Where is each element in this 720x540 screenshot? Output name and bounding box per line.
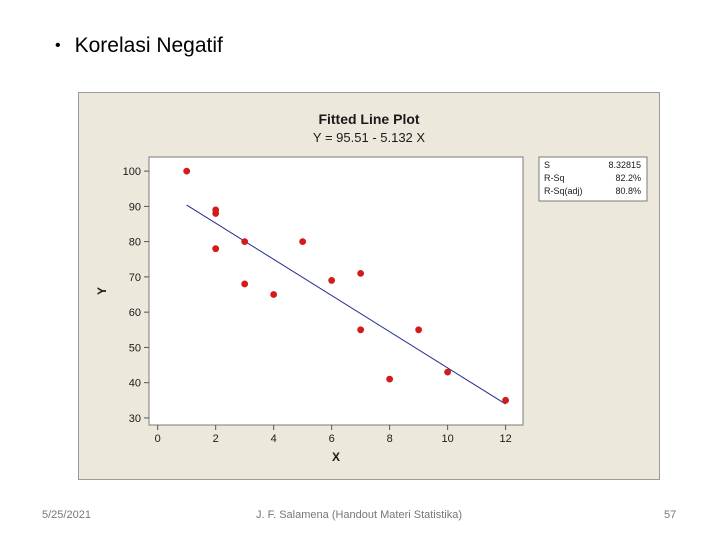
footer-date: 5/25/2021 (42, 509, 91, 521)
fitted-line-chart: Fitted Line Plot Y = 95.51 - 5.132 X 30 4… (95, 111, 648, 464)
x-tick-label: 12 (499, 433, 511, 445)
footer-page-number: 57 (664, 509, 677, 521)
stats-rows: S 8.32815 R-Sq 82.2% R-Sq(adj) 80.8% (544, 160, 641, 196)
x-tick-label: 6 (329, 433, 335, 445)
data-point (241, 238, 249, 246)
y-tick-label: 50 (129, 342, 141, 354)
stats-label: R-Sq (544, 173, 565, 183)
fitted-regression-line (186, 204, 506, 405)
stats-label: S (544, 160, 550, 170)
x-tick-label: 8 (387, 433, 393, 445)
y-tick-label: 100 (123, 166, 141, 178)
data-point (444, 368, 452, 376)
x-tick-label: 10 (441, 433, 453, 445)
y-tick-label: 30 (129, 413, 141, 425)
y-axis-label: Y (95, 287, 109, 295)
y-tick-label: 90 (129, 201, 141, 213)
data-points (183, 167, 510, 404)
data-point (270, 291, 278, 298)
bullet-marker: • (55, 37, 61, 54)
stats-value: 82.2% (615, 173, 641, 183)
x-tick-label: 4 (271, 433, 277, 445)
stats-value: 80.8% (615, 186, 641, 196)
data-point (415, 326, 423, 334)
chart-subtitle: Y = 95.51 - 5.132 X (313, 130, 425, 145)
footer-text: J. F. Salamena (Handout Materi Statistik… (256, 509, 463, 521)
chart-title: Fitted Line Plot (318, 111, 419, 127)
chart-frame: Fitted Line Plot Y = 95.51 - 5.132 X 30 4… (78, 92, 660, 480)
data-point (183, 167, 191, 175)
stats-label: R-Sq(adj) (544, 186, 583, 196)
data-point (299, 238, 307, 246)
data-point (386, 375, 394, 383)
y-tick-label: 70 (129, 272, 141, 284)
data-point (357, 326, 365, 334)
x-axis: 0 2 4 6 8 10 12 (155, 425, 512, 445)
stats-value: 8.32815 (608, 160, 641, 170)
slide-title: • Korelasi Negatif (55, 34, 223, 58)
y-tick-label: 60 (129, 307, 141, 319)
stats-box (538, 156, 648, 202)
x-axis-label: X (332, 450, 340, 464)
data-point (241, 280, 249, 288)
data-point (212, 245, 220, 253)
data-point (357, 269, 365, 277)
x-tick-label: 0 (155, 433, 161, 445)
slide-title-text: Korelasi Negatif (74, 34, 223, 57)
data-point (328, 277, 336, 284)
data-point (502, 396, 510, 404)
y-axis: 30 40 50 60 70 80 90 100 (123, 166, 149, 425)
y-tick-label: 40 (129, 378, 141, 390)
y-tick-label: 80 (129, 237, 141, 249)
x-tick-label: 2 (213, 433, 219, 445)
data-point (212, 210, 220, 217)
plot-area (148, 156, 524, 426)
